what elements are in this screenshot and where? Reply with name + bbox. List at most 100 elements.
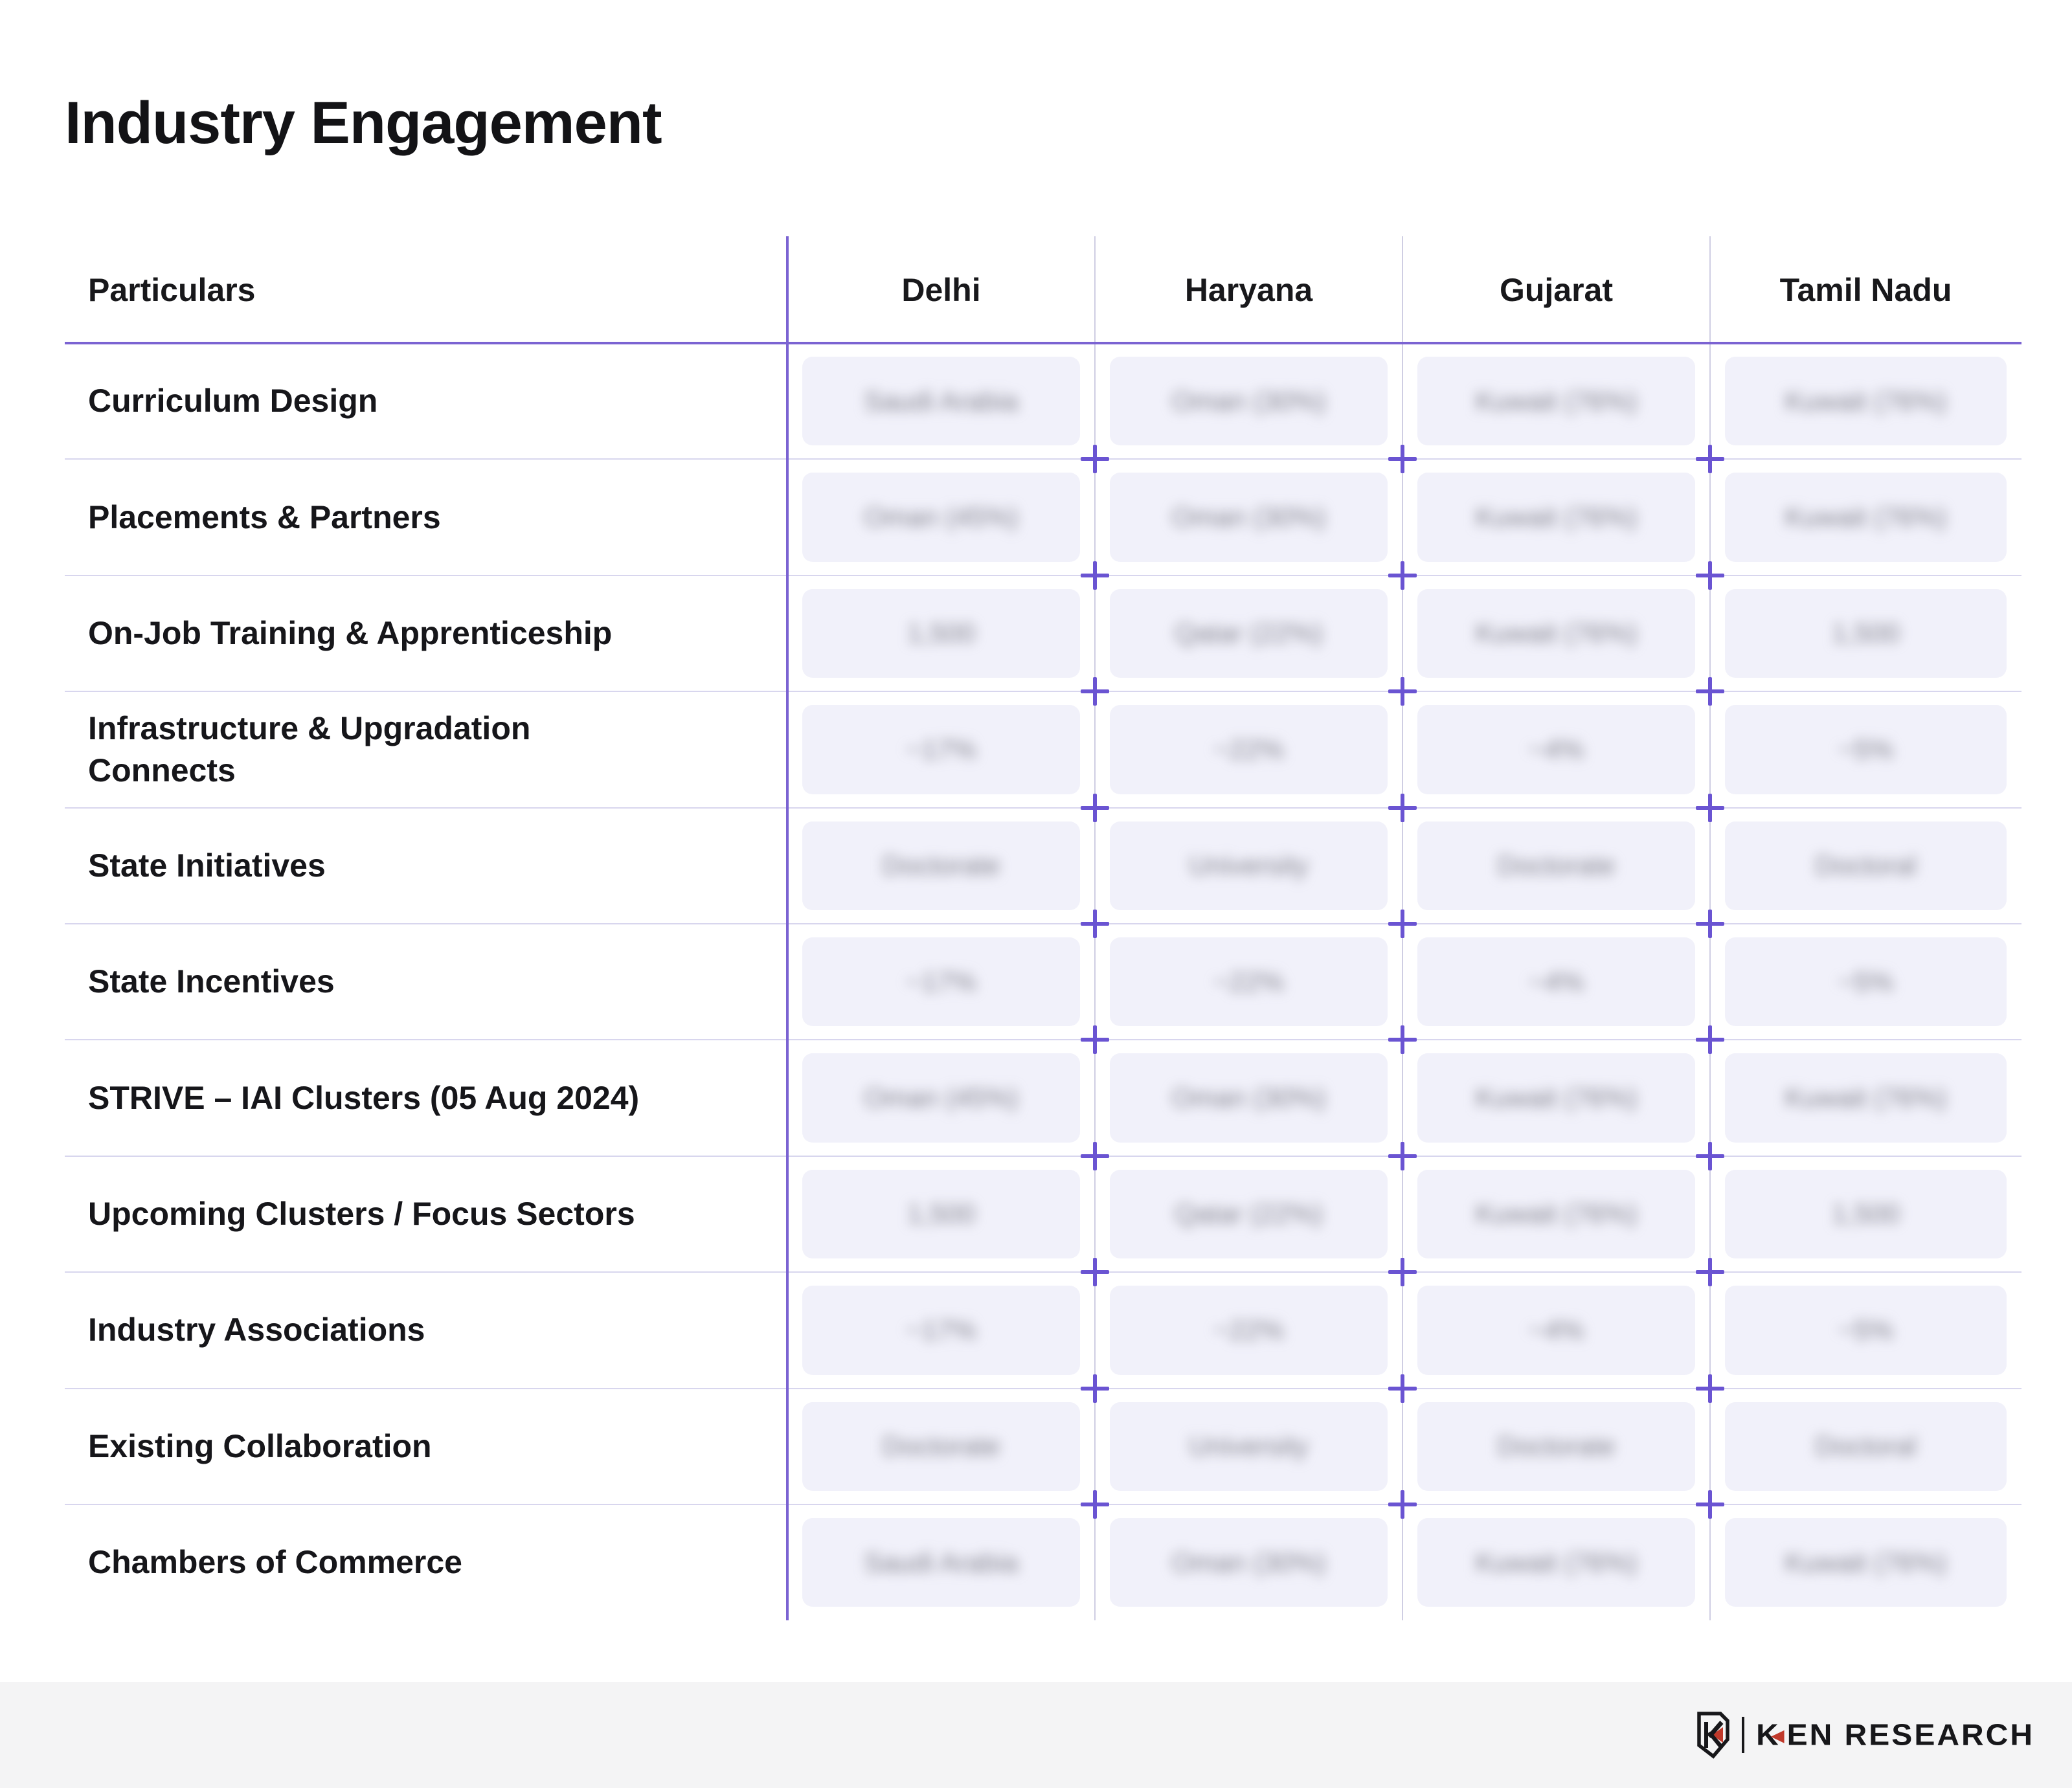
table-cell: Kuwait (76%) (1402, 1040, 1710, 1156)
table-cell: Kuwait (76%) (1402, 343, 1710, 459)
redacted-value-pill: Kuwait (76%) (1417, 357, 1695, 446)
ken-research-shield-icon (1697, 1712, 1729, 1759)
table-cell: Kuwait (76%) (1710, 343, 2021, 459)
redacted-value-pill: Kuwait (76%) (1725, 473, 2007, 562)
column-header-gujarat: Gujarat (1499, 271, 1614, 308)
logo-text-rest: EN RESEARCH (1786, 1718, 2034, 1752)
redacted-value-pill: ~4% (1417, 705, 1695, 794)
redacted-value-pill: Kuwait (76%) (1725, 357, 2007, 446)
table-cell: ~4% (1402, 691, 1710, 807)
row-label: Upcoming Clusters / Focus Sectors (88, 1195, 635, 1232)
table-cell: Oman (30%) (1095, 1040, 1402, 1156)
ken-research-logo: K ◀ EN RESEARCH (1696, 1711, 2034, 1759)
table-cell: ~5% (1710, 924, 2021, 1040)
redacted-value-pill: Kuwait (76%) (1417, 1169, 1695, 1259)
redacted-value-pill: ~22% (1110, 1286, 1388, 1375)
page-title: Industry Engagement (65, 90, 662, 156)
redacted-value-pill: Kuwait (76%) (1417, 473, 1695, 562)
row-label: Placements & Partners (88, 498, 441, 535)
redacted-value-pill: Qatar (22%) (1110, 588, 1388, 678)
table-cell: ~17% (787, 691, 1095, 807)
table-cell: ~17% (787, 924, 1095, 1040)
table-cell: Kuwait (76%) (1710, 459, 2021, 575)
table-cell: 1,500 (787, 576, 1095, 691)
logo-wordmark: K ◀ EN RESEARCH (1756, 1718, 2034, 1752)
table-cell: Doctoral (1710, 808, 2021, 924)
row-label: Industry Associations (88, 1312, 425, 1348)
table-cell: Doctorate (787, 1389, 1095, 1504)
table-cell: 1,500 (787, 1156, 1095, 1272)
table-cell: Doctoral (1710, 1389, 2021, 1504)
table-grid: Particulars Delhi Haryana Gujarat Tamil … (65, 236, 2021, 1621)
redacted-value-pill: Kuwait (76%) (1417, 1517, 1695, 1607)
redacted-value-pill: 1,500 (802, 588, 1080, 678)
table-cell: 1,500 (1710, 1156, 2021, 1272)
row-label: Infrastructure & Upgradation Connects (88, 710, 531, 788)
redacted-value-pill: Doctoral (1725, 1402, 2007, 1491)
row-label: On-Job Training & Apprenticeship (88, 614, 613, 651)
table-cell: Oman (45%) (787, 1040, 1095, 1156)
redacted-value-pill: Kuwait (76%) (1417, 1053, 1695, 1143)
column-header-delhi: Delhi (901, 271, 981, 308)
redacted-value-pill: 1,500 (1725, 588, 2007, 678)
red-triangle-icon: ◀ (1770, 1726, 1786, 1745)
table-cell: ~17% (787, 1272, 1095, 1388)
table-cell: ~5% (1710, 691, 2021, 807)
redacted-value-pill: ~5% (1725, 705, 2007, 794)
table-cell: Oman (45%) (787, 459, 1095, 575)
column-header-haryana: Haryana (1184, 271, 1313, 308)
table-cell: Doctorate (787, 808, 1095, 924)
table-cell: Kuwait (76%) (1402, 459, 1710, 575)
table-cell: ~4% (1402, 1272, 1710, 1388)
redacted-value-pill: Doctorate (1417, 1402, 1695, 1491)
redacted-value-pill: University (1110, 821, 1388, 910)
table-cell: 1,500 (1710, 576, 2021, 691)
table-cell: Doctorate (1402, 1389, 1710, 1504)
redacted-value-pill: Oman (30%) (1110, 1517, 1388, 1607)
footer-bar: K ◀ EN RESEARCH (0, 1682, 2072, 1788)
redacted-value-pill: ~5% (1725, 937, 2007, 1027)
table-cell: Qatar (22%) (1095, 1156, 1402, 1272)
table-cell: ~22% (1095, 1272, 1402, 1388)
table-cell: Saudi Arabia (787, 343, 1095, 459)
redacted-value-pill: Oman (45%) (802, 1053, 1080, 1143)
row-label: State Incentives (88, 963, 335, 1000)
table-cell: ~4% (1402, 924, 1710, 1040)
redacted-value-pill: Oman (45%) (802, 473, 1080, 562)
redacted-value-pill: Kuwait (76%) (1725, 1053, 2007, 1143)
row-label: State Initiatives (88, 847, 326, 884)
row-label: Existing Collaboration (88, 1427, 432, 1464)
table-cell: ~22% (1095, 691, 1402, 807)
redacted-value-pill: Oman (30%) (1110, 473, 1388, 562)
logo-divider-bar (1742, 1717, 1745, 1753)
redacted-value-pill: Saudi Arabia (802, 1517, 1080, 1607)
redacted-value-pill: Doctoral (1725, 821, 2007, 910)
logo-letter-k: K (1756, 1718, 1781, 1752)
redacted-value-pill: ~5% (1725, 1286, 2007, 1375)
redacted-value-pill: 1,500 (802, 1169, 1080, 1259)
redacted-value-pill: ~17% (802, 1286, 1080, 1375)
redacted-value-pill: ~17% (802, 937, 1080, 1027)
table-cell: Oman (30%) (1095, 343, 1402, 459)
column-header-particulars: Particulars (88, 271, 256, 308)
row-label: Chambers of Commerce (88, 1544, 462, 1581)
redacted-value-pill: ~4% (1417, 937, 1695, 1027)
table-cell: Kuwait (76%) (1402, 1156, 1710, 1272)
row-label: STRIVE – IAI Clusters (05 Aug 2024) (88, 1079, 640, 1116)
table-cell: Kuwait (76%) (1402, 1504, 1710, 1620)
table-cell: Oman (30%) (1095, 1504, 1402, 1620)
table-cell: Qatar (22%) (1095, 576, 1402, 691)
table-cell: ~22% (1095, 924, 1402, 1040)
redacted-value-pill: ~22% (1110, 705, 1388, 794)
table-cell: Oman (30%) (1095, 459, 1402, 575)
table-cell: Kuwait (76%) (1710, 1040, 2021, 1156)
row-label: Curriculum Design (88, 383, 378, 419)
column-header-tamil-nadu: Tamil Nadu (1779, 271, 1952, 308)
redacted-value-pill: Kuwait (76%) (1417, 588, 1695, 678)
table-cell: University (1095, 808, 1402, 924)
table-cell: Kuwait (76%) (1710, 1504, 2021, 1620)
redacted-value-pill: Kuwait (76%) (1725, 1517, 2007, 1607)
redacted-value-pill: Doctorate (802, 821, 1080, 910)
redacted-value-pill: Doctorate (1417, 821, 1695, 910)
